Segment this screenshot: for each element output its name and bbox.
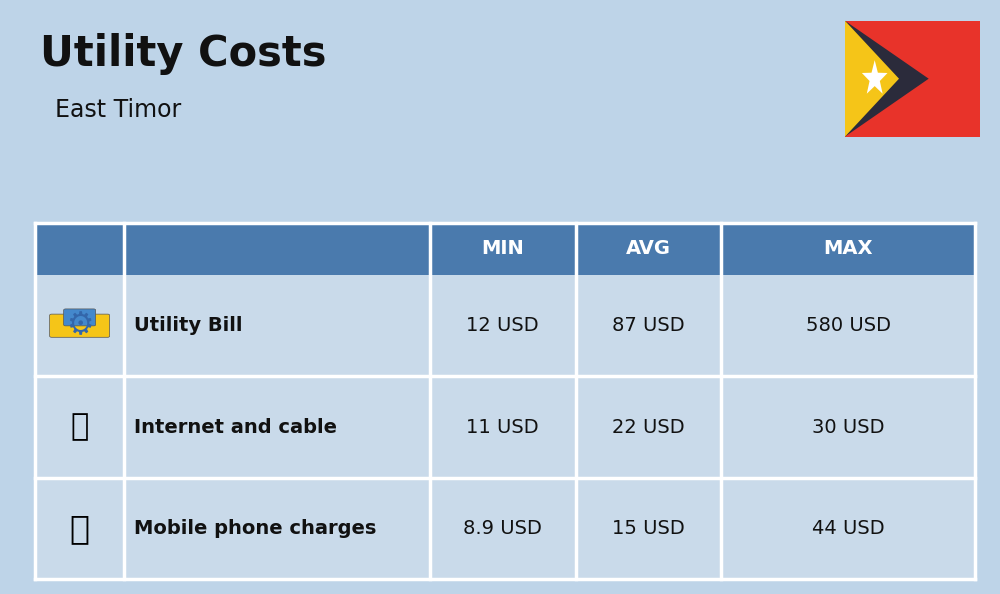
Text: East Timor: East Timor (55, 98, 181, 122)
Text: 📱: 📱 (70, 512, 90, 545)
Text: 11 USD: 11 USD (466, 418, 539, 437)
FancyBboxPatch shape (50, 314, 110, 337)
Text: 15 USD: 15 USD (612, 519, 685, 538)
Text: 🛜: 🛜 (71, 413, 89, 441)
Text: 30 USD: 30 USD (812, 418, 884, 437)
FancyBboxPatch shape (35, 223, 975, 275)
Text: Utility Bill: Utility Bill (134, 316, 243, 335)
FancyBboxPatch shape (845, 21, 980, 137)
FancyBboxPatch shape (35, 377, 975, 478)
FancyBboxPatch shape (35, 478, 975, 579)
Text: MIN: MIN (481, 239, 524, 258)
Text: 87 USD: 87 USD (612, 316, 685, 335)
Polygon shape (845, 21, 929, 137)
Text: 580 USD: 580 USD (806, 316, 891, 335)
Text: 44 USD: 44 USD (812, 519, 884, 538)
Text: Utility Costs: Utility Costs (40, 33, 326, 75)
Text: 8.9 USD: 8.9 USD (463, 519, 542, 538)
Text: ⚙: ⚙ (66, 311, 93, 340)
Text: 22 USD: 22 USD (612, 418, 685, 437)
Text: 12 USD: 12 USD (466, 316, 539, 335)
Polygon shape (845, 21, 899, 137)
Text: Mobile phone charges: Mobile phone charges (134, 519, 377, 538)
FancyBboxPatch shape (35, 275, 975, 377)
Text: AVG: AVG (626, 239, 671, 258)
Text: Internet and cable: Internet and cable (134, 418, 337, 437)
Text: MAX: MAX (823, 239, 873, 258)
FancyBboxPatch shape (64, 309, 96, 326)
Polygon shape (862, 60, 888, 94)
